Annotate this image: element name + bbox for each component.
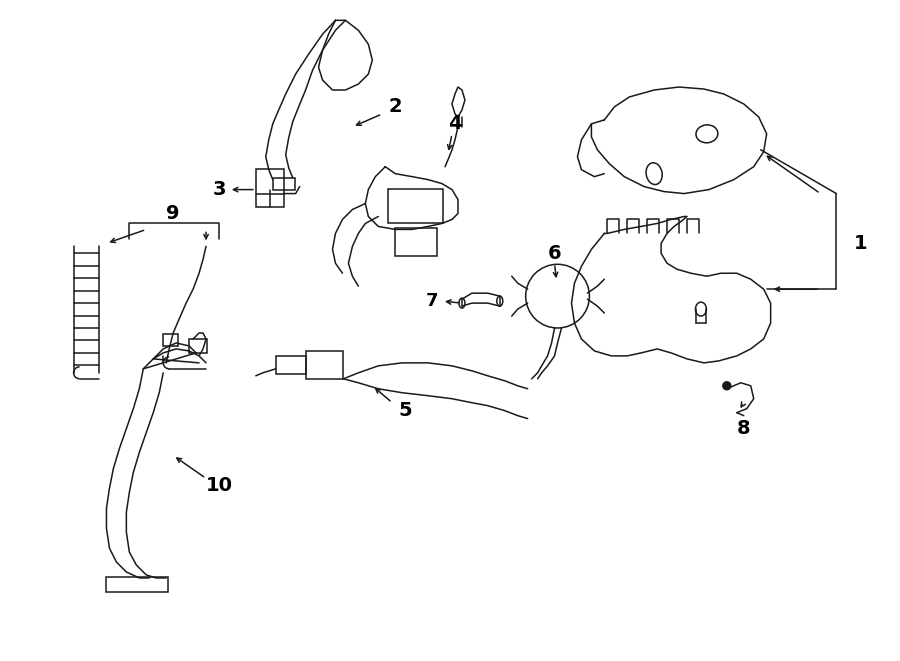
Bar xyxy=(395,229,437,256)
Circle shape xyxy=(723,382,731,390)
Bar xyxy=(256,169,284,206)
Bar xyxy=(106,577,168,592)
Text: 6: 6 xyxy=(548,244,562,263)
Text: 4: 4 xyxy=(448,114,462,134)
Bar xyxy=(388,188,443,223)
Text: 9: 9 xyxy=(166,204,180,223)
Text: 3: 3 xyxy=(212,180,226,199)
Bar xyxy=(275,356,306,374)
Text: 10: 10 xyxy=(205,476,232,495)
Text: 5: 5 xyxy=(399,401,412,420)
Bar xyxy=(306,351,344,379)
Bar xyxy=(189,339,207,353)
Text: 1: 1 xyxy=(853,234,867,253)
Bar xyxy=(273,178,294,190)
Bar xyxy=(163,334,178,346)
Text: 7: 7 xyxy=(426,292,438,310)
Text: 8: 8 xyxy=(737,419,751,438)
Text: 2: 2 xyxy=(389,97,402,116)
